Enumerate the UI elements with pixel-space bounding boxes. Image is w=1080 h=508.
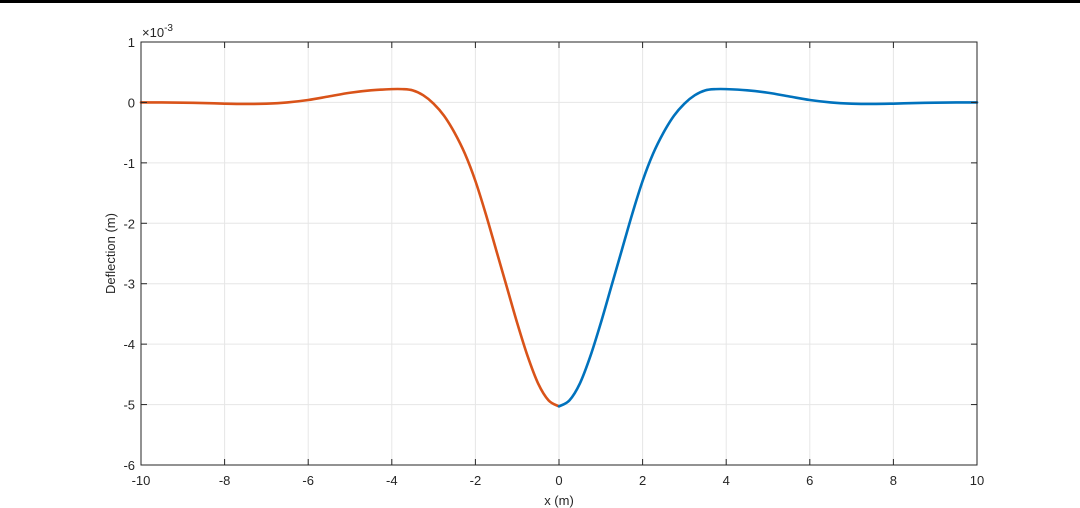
y-axis-label: Deflection (m)	[103, 213, 118, 294]
x-tick-label: 4	[723, 473, 730, 488]
x-tick-label: -6	[302, 473, 314, 488]
y-tick-label: -3	[123, 277, 135, 292]
y-tick-label: -6	[123, 458, 135, 473]
y-tick-label: -5	[123, 398, 135, 413]
grid	[140, 41, 978, 466]
x-tick-label: -2	[470, 473, 482, 488]
y-exponent-power: -3	[164, 23, 173, 34]
y-tick-label: -2	[123, 216, 135, 231]
x-tick-label: -4	[386, 473, 398, 488]
ticks	[140, 41, 978, 466]
x-tick-label: 0	[555, 473, 562, 488]
y-tick-label: -1	[123, 156, 135, 171]
x-tick-label: 10	[970, 473, 984, 488]
x-tick-labels: -10 -8 -6 -4 -2 0 2 4 6 8 10	[132, 473, 985, 488]
top-border	[0, 0, 1080, 3]
x-tick-label: 2	[639, 473, 646, 488]
y-exponent-base: ×10	[142, 25, 164, 40]
y-tick-label: 0	[128, 95, 135, 110]
x-tick-label: 6	[806, 473, 813, 488]
y-tick-label: 1	[128, 35, 135, 50]
y-tick-label: -4	[123, 337, 135, 352]
y-tick-labels: 1 0 -1 -2 -3 -4 -5 -6	[123, 35, 135, 473]
x-tick-label: -10	[132, 473, 151, 488]
series-line-1	[557, 87, 979, 408]
x-tick-label: 8	[890, 473, 897, 488]
series-layer	[139, 87, 979, 408]
x-tick-label: -8	[219, 473, 231, 488]
series-line-0	[139, 87, 561, 408]
x-axis-label: x (m)	[544, 493, 574, 508]
y-exponent-label: ×10-3	[142, 23, 173, 40]
